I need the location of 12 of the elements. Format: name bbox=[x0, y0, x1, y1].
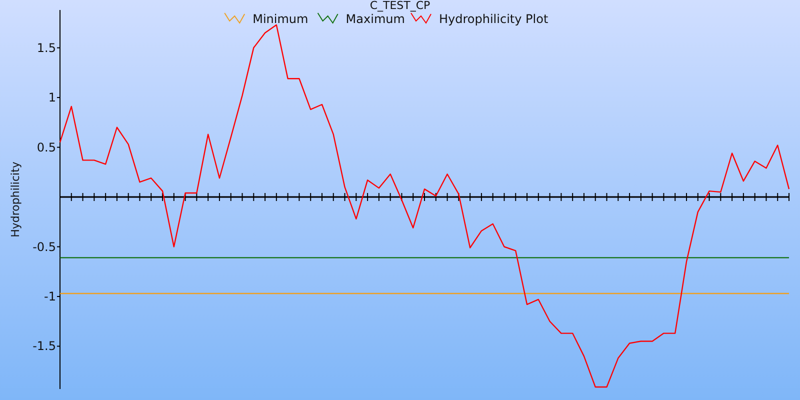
y-tick-label: 0.5 bbox=[36, 140, 56, 154]
y-tick-label: 1.5 bbox=[36, 40, 56, 55]
y-tick-label: -1.5 bbox=[32, 339, 56, 354]
y-tick-label: -0.5 bbox=[32, 240, 56, 254]
legend-label: Maximum bbox=[346, 12, 405, 26]
y-tick-label: -1 bbox=[44, 289, 56, 304]
y-tick-label: 1 bbox=[48, 90, 56, 105]
chart-title: C_TEST_CP bbox=[370, 0, 431, 12]
y-axis-title: Hydrophilicity bbox=[9, 161, 22, 238]
legend-label: Hydrophilicity Plot bbox=[439, 12, 548, 26]
line-series bbox=[59, 24, 790, 388]
legend-label: Minimum bbox=[252, 12, 308, 26]
